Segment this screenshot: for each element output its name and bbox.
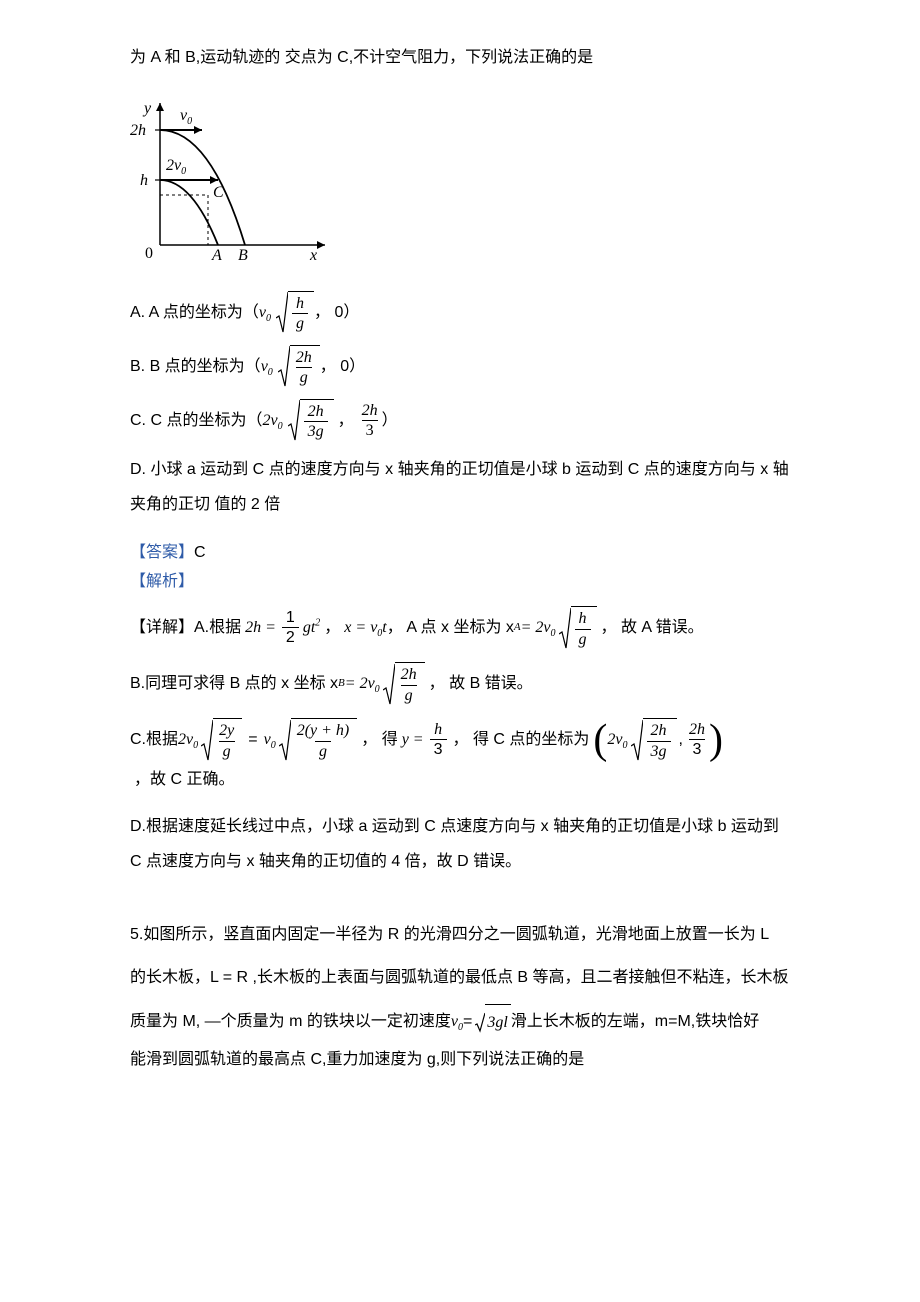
option-c-math: 2v0 2h 3g ， 2h 3 <box>262 398 381 442</box>
q5-line4: 能滑到圆弧轨道的最高点 C,重力加速度为 g,则下列说法正确的是 <box>130 1042 790 1077</box>
answer-label: 【答案】 <box>130 544 194 561</box>
svg-text:A: A <box>211 247 222 264</box>
svg-text:v0: v0 <box>180 107 192 127</box>
option-a-suffix: ， 0） <box>314 295 359 330</box>
detail-c: C.根据 2v0 2y g = v0 2(y + h) g ， 得 y = h … <box>130 718 790 797</box>
detail-a-pre: 【详解】A.根据 <box>130 610 241 645</box>
svg-text:x: x <box>309 247 317 264</box>
option-b-prefix: B. B 点的坐标为（ <box>130 349 261 384</box>
jiexi-block: 【解析】 <box>130 567 790 591</box>
detail-b: B.同理可求得 B 点的 x 坐标 xB = 2v0 2h g ， 故 B 错误… <box>130 662 790 706</box>
option-b-suffix: ， 0） <box>320 349 365 384</box>
q5-line2: 的长木板，L = R ,长木板的上表面与圆弧轨道的最低点 B 等高，且二者接触但… <box>130 960 790 995</box>
svg-text:2h: 2h <box>130 122 146 139</box>
option-b: B. B 点的坐标为（ v0 2h g ， 0） <box>130 344 790 388</box>
intro-span: 为 A 和 B,运动轨迹的 交点为 C,不计空气阻力，下列说法正确的是 <box>130 49 593 66</box>
trajectory-graph: 2h h 0 v0 2v0 <box>130 95 790 270</box>
option-b-math: v0 2h g <box>261 344 320 388</box>
option-c: C. C 点的坐标为（ 2v0 2h 3g ， 2h 3 ） <box>130 398 790 442</box>
intro-text: 为 A 和 B,运动轨迹的 交点为 C,不计空气阻力，下列说法正确的是 <box>130 40 790 75</box>
q5-line1: 5.如图所示，竖直面内固定一半径为 R 的光滑四分之一圆弧轨道，光滑地面上放置一… <box>130 917 790 952</box>
option-c-suffix: ） <box>382 403 398 438</box>
detail-d: D.根据速度延长线过中点，小球 a 运动到 C 点速度方向与 x 轴夹角的正切值… <box>130 809 790 879</box>
option-d: D. 小球 a 运动到 C 点的速度方向与 x 轴夹角的正切值是小球 b 运动到… <box>130 452 790 522</box>
svg-text:0: 0 <box>145 245 153 262</box>
jiexi-label: 【解析】 <box>130 573 194 590</box>
svg-text:B: B <box>238 247 248 264</box>
answer-block: 【答案】C <box>130 538 790 562</box>
option-a-prefix: A. A 点的坐标为（ <box>130 295 259 330</box>
answer-val: C <box>194 544 206 561</box>
detail-a: 【详解】A.根据 2h = 1 2 gt2 ， x = v0t ， A 点 x … <box>130 606 790 650</box>
svg-text:y: y <box>142 100 152 117</box>
svg-text:h: h <box>140 172 148 189</box>
svg-text:C: C <box>213 184 224 201</box>
option-a-math: v0 h g <box>259 290 314 334</box>
q5-line3: 质量为 M, —个质量为 m 的铁块以一定初速度 v0 = 3gl 滑上长木板的… <box>130 1004 790 1040</box>
svg-text:2v0: 2v0 <box>166 157 186 177</box>
option-a: A. A 点的坐标为（ v0 h g ， 0） <box>130 290 790 334</box>
graph-svg: 2h h 0 v0 2v0 <box>130 95 340 265</box>
option-d-text: D. 小球 a 运动到 C 点的速度方向与 x 轴夹角的正切值是小球 b 运动到… <box>130 461 789 513</box>
option-c-prefix: C. C 点的坐标为（ <box>130 403 262 438</box>
